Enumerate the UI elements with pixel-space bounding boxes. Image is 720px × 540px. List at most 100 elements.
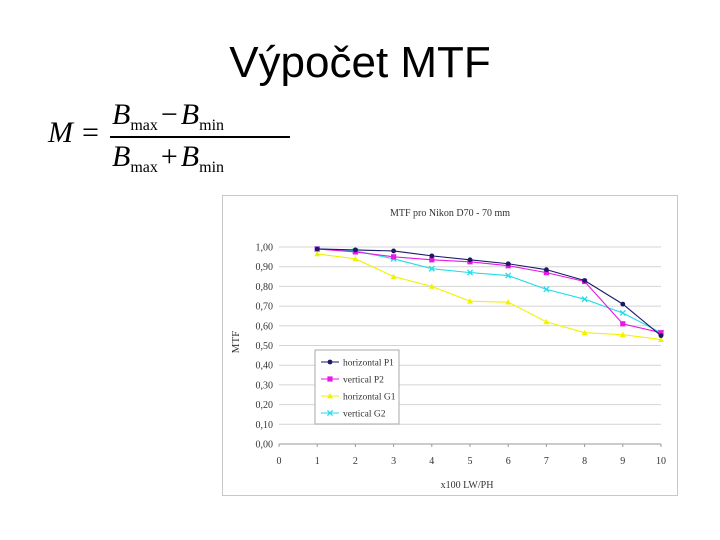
chart-axes: 0,00 0,10 0,20 0,30 0,40 0,50 0,60 0,70 0,80 0,90… [256, 243, 667, 468]
legend-label: horizontal G1 [343, 393, 396, 403]
data-point-stroke [428, 265, 435, 272]
data-point [314, 246, 320, 252]
data-point [429, 253, 435, 259]
legend-label: horizontal P1 [343, 359, 394, 369]
data-point [620, 321, 626, 327]
numerator-operator: − [160, 98, 178, 131]
data-point [327, 359, 333, 365]
series-vertical-p2 [314, 246, 664, 336]
chart-title: MTF pro Nikon D70 - 70 mm [390, 208, 510, 219]
data-point [658, 330, 664, 336]
formula-lhs: M [48, 116, 73, 149]
x-axis-label: x100 LW/PH [441, 480, 494, 491]
data-point [353, 247, 358, 253]
x-tick-label: 9 [620, 456, 625, 467]
y-tick-label: 0,50 [256, 341, 274, 352]
data-point [543, 286, 550, 293]
data-point [505, 272, 512, 279]
formula-numerator: Bmax − Bmin [112, 98, 224, 135]
data-point [619, 331, 626, 338]
numerator-sub2: min [199, 117, 225, 134]
data-point [327, 393, 333, 399]
data-point [582, 278, 587, 283]
data-point-stroke [619, 309, 626, 317]
data-point [429, 257, 435, 263]
data-point [505, 299, 512, 305]
x-tick-label: 0 [277, 456, 282, 467]
x-tick-label: 1 [315, 456, 320, 467]
x-tick-label: 3 [391, 456, 396, 467]
legend-item: horizontal G1 [321, 393, 396, 403]
data-point [428, 283, 435, 289]
x-tick-label: 7 [544, 456, 549, 467]
numerator-b2: B [180, 98, 200, 131]
x-tick-label: 4 [429, 456, 434, 467]
data-point [391, 248, 396, 254]
series-line [317, 248, 662, 334]
mtf-chart: MTF pro Nikon D70 - 70 mm 0,00 0,10 0,20 0,… [230, 208, 667, 491]
data-point [466, 269, 474, 276]
data-point [544, 267, 549, 273]
series-horizontal-g1 [314, 250, 664, 342]
data-point [581, 329, 588, 336]
legend-item: vertical G2 [321, 410, 386, 420]
data-point [428, 265, 435, 272]
chart-legend: horizontal P1 vertical P2 horizontal G1 ver… [314, 349, 400, 425]
data-point [543, 270, 549, 276]
legend-label: vertical G2 [343, 410, 386, 420]
data-point [327, 376, 333, 382]
series-line [317, 253, 662, 341]
denominator-b2: B [180, 140, 200, 173]
numerator-sub1: max [130, 117, 158, 134]
series-line [317, 248, 662, 337]
data-point-stroke [543, 286, 550, 293]
x-tick-label: 6 [506, 456, 511, 467]
y-tick-label: 1,00 [256, 243, 274, 254]
chart-series [314, 245, 665, 342]
data-point [467, 298, 473, 304]
denominator-operator: + [160, 140, 178, 173]
data-point [352, 255, 359, 262]
denominator-sub2: min [199, 159, 225, 176]
data-point [390, 273, 397, 279]
formula-equals: = [82, 116, 99, 149]
data-point-stroke [466, 269, 474, 276]
fraction-bar [110, 136, 290, 138]
data-point-stroke [581, 296, 588, 303]
series-vertical-g2 [314, 245, 665, 336]
chart-frame: MTF pro Nikon D70 - 70 mm 0,00 0,10 0,20 0,… [222, 195, 678, 496]
denominator-b1: B [112, 140, 131, 173]
data-point [391, 254, 397, 260]
y-tick-label: 0,10 [256, 420, 274, 431]
x-tick-label: 8 [582, 456, 587, 467]
y-tick-label: 0,20 [256, 400, 274, 411]
legend-item: vertical P2 [321, 376, 384, 386]
legend-item: horizontal P1 [321, 359, 394, 369]
data-point [314, 250, 321, 257]
y-tick-label: 0,30 [256, 380, 274, 391]
data-point [326, 409, 334, 417]
y-tick-label: 0,70 [256, 302, 274, 313]
formula-denominator: Bmax + Bmin [112, 140, 224, 177]
data-point [658, 336, 664, 342]
data-point [467, 257, 473, 263]
y-tick-label: 0,60 [256, 321, 274, 332]
series-horizontal-p1 [314, 246, 664, 339]
data-point-stroke [505, 272, 512, 279]
slide-title: Výpočet MTF [229, 38, 491, 87]
data-point [620, 301, 626, 307]
data-point [658, 333, 664, 339]
y-tick-label: 0,00 [256, 440, 274, 451]
legend-label: vertical P2 [343, 376, 384, 386]
data-point-stroke [326, 409, 334, 417]
data-point [505, 261, 511, 267]
data-point [581, 296, 588, 303]
numerator-b1: B [112, 98, 131, 131]
x-tick-label: 5 [468, 456, 473, 467]
data-point [619, 309, 626, 317]
denominator-sub1: max [130, 159, 158, 176]
x-tick-label: 10 [656, 456, 666, 467]
data-point [543, 318, 550, 325]
y-axis-label: MTF [230, 331, 242, 354]
y-tick-label: 0,80 [256, 282, 274, 293]
